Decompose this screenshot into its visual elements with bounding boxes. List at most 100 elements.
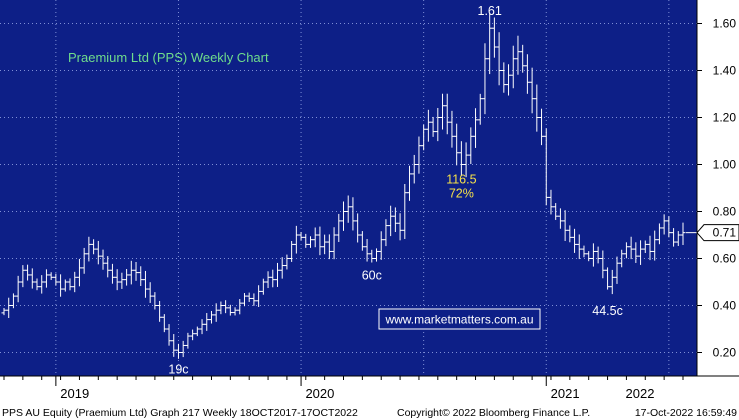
annotation-label: 72% xyxy=(449,186,474,200)
plot-background xyxy=(0,0,697,376)
x-axis: 2019 2020 2021 2022 xyxy=(0,375,739,401)
ohlc-bar xyxy=(402,183,408,240)
ohlc-bar xyxy=(312,227,318,248)
ohlc-bar xyxy=(529,67,535,114)
ohlc-bar xyxy=(553,203,559,220)
ohlc-bar xyxy=(67,278,73,291)
ohlc-bar xyxy=(53,273,59,286)
y-tick-label: 1.60 xyxy=(713,17,737,31)
ohlc-bar xyxy=(435,107,441,142)
ohlc-bar xyxy=(34,278,40,291)
ohlc-bar xyxy=(105,256,111,278)
ohlc-bar xyxy=(293,225,299,254)
ohlc-bar xyxy=(114,269,120,291)
footer-copyright: Copyright© 2022 Bloomberg Finance L.P. xyxy=(397,407,590,419)
y-tick-label: 0.80 xyxy=(713,205,737,219)
ohlc-bar xyxy=(562,210,568,242)
x-year-label: 2019 xyxy=(60,386,89,401)
ohlc-bar xyxy=(557,208,563,229)
ohlc-bar xyxy=(675,231,681,246)
watermark-box: www.marketmatters.com.au xyxy=(378,308,541,330)
ohlc-bar xyxy=(543,128,549,206)
ohlc-bar xyxy=(491,17,497,58)
annotation-label: 1.61 xyxy=(478,4,502,18)
ohlc-bar xyxy=(520,44,526,73)
ohlc-bar xyxy=(237,299,243,315)
ohlc-bar xyxy=(260,278,266,295)
ohlc-bar xyxy=(95,240,101,265)
ohlc-bar xyxy=(463,142,469,178)
ohlc-bar xyxy=(76,258,82,287)
y-tick-label: 0.60 xyxy=(713,252,737,266)
ohlc-bar xyxy=(364,239,370,262)
footer-security: PPS AU Equity (Praemium Ltd) Graph 217 W… xyxy=(2,407,358,419)
ohlc-bar xyxy=(171,334,177,357)
y-tick-label: 0.20 xyxy=(713,346,737,360)
x-year-label: 2020 xyxy=(305,386,334,401)
y-tick-label: 1.20 xyxy=(713,111,737,125)
ohlc-bar xyxy=(86,236,92,262)
ohlc-bar xyxy=(567,225,573,243)
ohlc-bar xyxy=(274,262,280,287)
ohlc-bar xyxy=(138,266,144,286)
y-axis-panel xyxy=(697,0,739,376)
y-tick-label: 1.00 xyxy=(713,158,737,172)
ohlc-bar xyxy=(341,201,346,231)
ohlc-bar xyxy=(487,12,493,75)
ohlc-bar xyxy=(628,236,634,260)
ohlc-bar xyxy=(416,136,422,174)
watermark-text: www.marketmatters.com.au xyxy=(384,313,533,327)
ohlc-bar xyxy=(185,332,191,349)
ohlc-bar xyxy=(91,239,97,255)
ohlc-bar xyxy=(581,245,587,258)
ohlc-bar xyxy=(317,226,323,256)
ohlc-bar xyxy=(39,275,45,294)
y-axis: 0.20 0.40 0.60 0.80 1.00 1.20 1.40 1.60 xyxy=(696,0,737,376)
ohlc-bar xyxy=(496,32,502,86)
ohlc-bar xyxy=(430,116,436,137)
ohlc-bar xyxy=(29,268,35,289)
ohlc-bar xyxy=(157,300,163,322)
ohlc-bar xyxy=(326,234,332,260)
ohlc-bar xyxy=(62,279,68,292)
annotations: 1.61 116.572% 60c 19c 44.5c xyxy=(168,4,622,376)
last-price-tag xyxy=(696,224,739,242)
ohlc-bar xyxy=(307,236,313,248)
ohlc-bar xyxy=(142,270,148,298)
ohlc-bar xyxy=(298,232,304,241)
ohlc-bar xyxy=(666,216,672,238)
ohlc-bar xyxy=(421,124,427,151)
ohlc-bar xyxy=(458,141,464,177)
x-year-label: 2022 xyxy=(626,386,655,401)
ohlc-bar xyxy=(638,240,644,265)
ohlc-bar xyxy=(590,243,596,267)
ohlc-bar xyxy=(284,254,290,270)
ohlc-bar xyxy=(506,64,512,96)
ohlc-bar xyxy=(279,257,285,279)
ohlc-bar xyxy=(208,310,214,324)
ohlc-bar xyxy=(199,319,205,335)
ohlc-bar xyxy=(81,247,87,274)
ohlc-bar xyxy=(534,84,540,132)
ohlc-bar xyxy=(411,154,417,184)
ohlc-bar xyxy=(232,307,238,316)
ohlc-bar xyxy=(322,234,328,255)
footer-timestamp: 17-Oct-2022 16:59:49 xyxy=(635,407,737,419)
ohlc-bar xyxy=(392,207,398,233)
ohlc-bar xyxy=(600,250,606,279)
ohlc-bar xyxy=(510,45,516,89)
ohlc-bar xyxy=(303,233,309,248)
ohlc-bar xyxy=(619,249,625,268)
ohlc-bar xyxy=(58,274,64,297)
footer-panel xyxy=(0,404,739,420)
ohlc-bar xyxy=(265,271,271,289)
ohlc-bar xyxy=(251,293,257,306)
ohlc-bar xyxy=(359,231,365,251)
ohlc-bar xyxy=(72,271,78,293)
annotation-label: 19c xyxy=(168,363,188,377)
ohlc-bar xyxy=(397,213,403,241)
ohlc-bar xyxy=(128,260,134,285)
ohlc-bar xyxy=(336,213,342,242)
ohlc-bar xyxy=(515,35,521,75)
